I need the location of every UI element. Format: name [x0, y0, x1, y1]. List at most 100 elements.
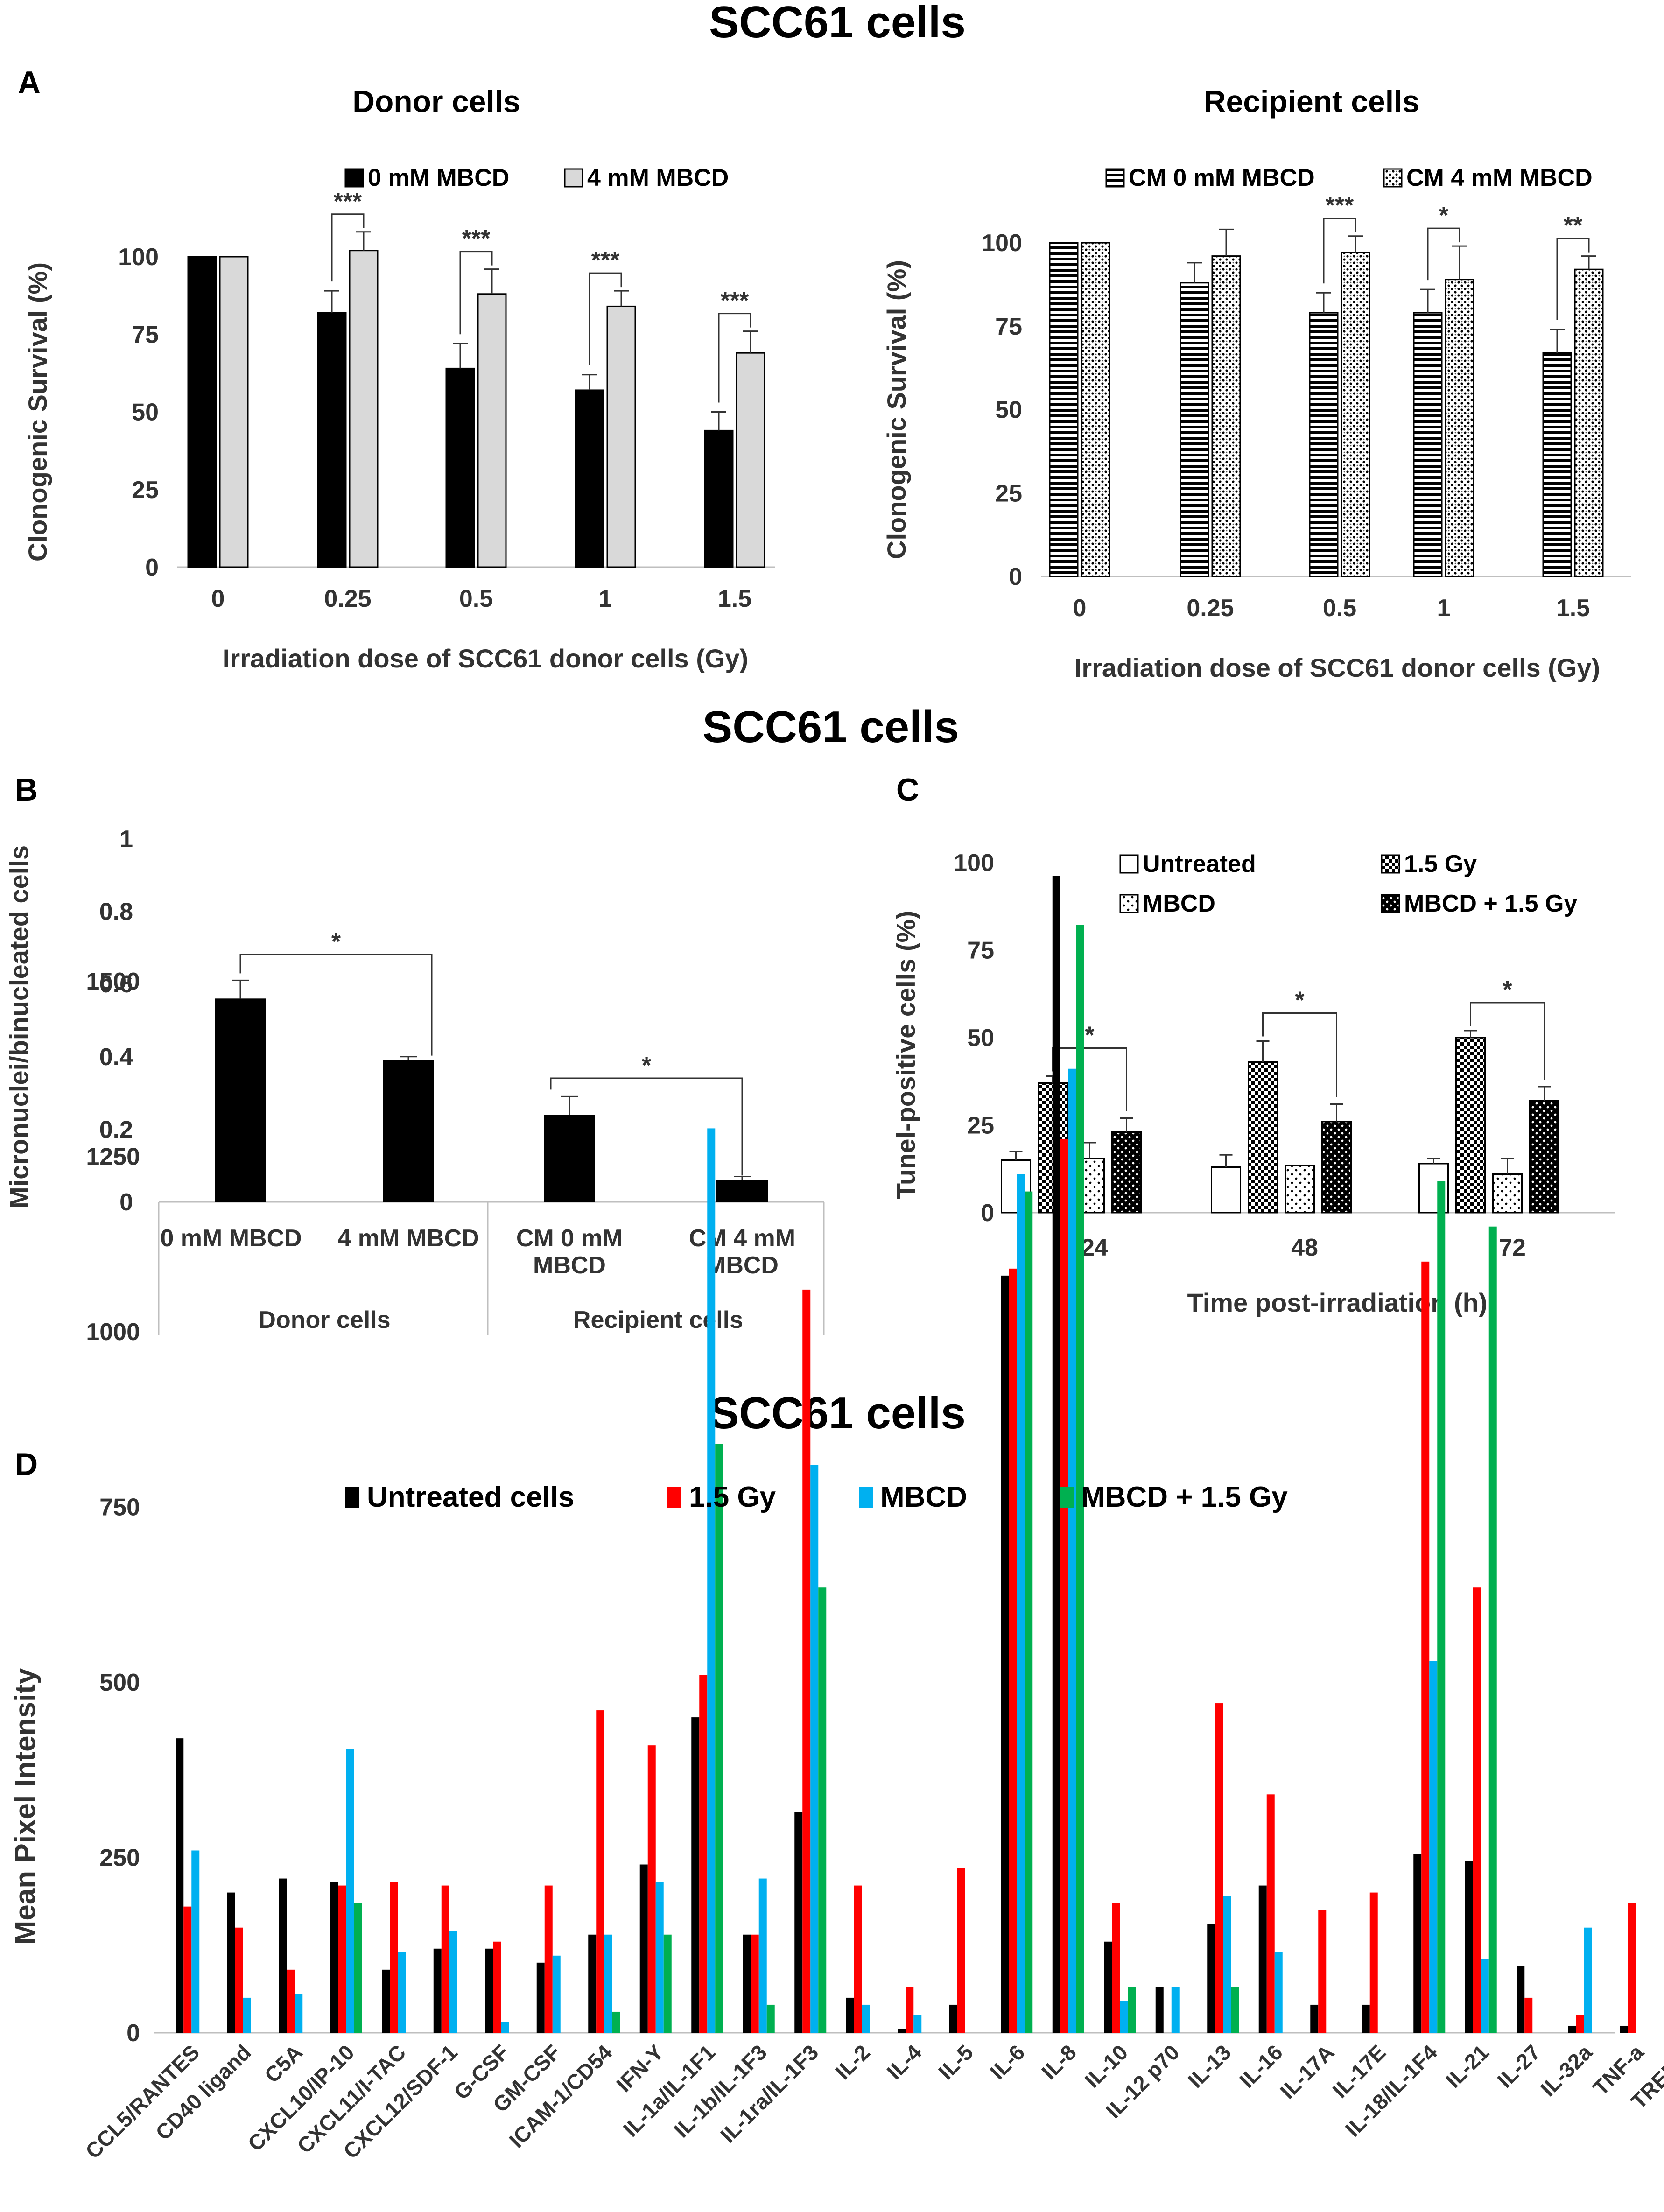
- D-ytick: 1500: [86, 968, 140, 995]
- D-bar-1: [235, 1927, 243, 2033]
- A_donor-error-bar: [711, 411, 726, 431]
- D-bar-0: [1413, 1854, 1422, 2033]
- D-ytick: 250: [99, 1845, 140, 1872]
- D-xtick: IL-8: [1037, 2040, 1081, 2084]
- D-legend-label: MBCD: [880, 1481, 967, 1513]
- D-bar-2: [1171, 1987, 1180, 2033]
- D-xtick: IL-2: [830, 2040, 875, 2084]
- A_recipient-y-label: Clonogenic Survival (%): [882, 260, 911, 559]
- A_donor-ytick: 100: [118, 244, 159, 271]
- A_donor-error-bar: [582, 374, 597, 390]
- A_recipient-significance-label: ***: [1326, 192, 1354, 219]
- D-bar-2: [1017, 1174, 1025, 2033]
- C-bar: [1248, 1061, 1278, 1214]
- D-bar-0: [227, 1892, 235, 2033]
- A_recipient-bar: [1049, 242, 1079, 577]
- A_recipient-bar: [1309, 312, 1339, 577]
- C-error-bar: [1219, 1154, 1233, 1167]
- A_recipient-xtick: 0.25: [1187, 595, 1234, 622]
- D-bar-2: [1120, 2001, 1128, 2033]
- D-bar-1: [1473, 1587, 1481, 2033]
- B-xtick: 4 mM MBCD: [337, 1225, 479, 1252]
- D-bar-1: [1009, 1268, 1017, 2033]
- C-legend-label: 1.5 Gy: [1404, 850, 1477, 878]
- A_recipient-significance-label: **: [1564, 212, 1583, 239]
- A_donor-ytick: 0: [145, 554, 159, 581]
- A_donor-bar: [349, 250, 379, 568]
- B-error-bar: [232, 979, 249, 999]
- D-bar-1: [854, 1885, 862, 2033]
- D-xtick: IL-5: [934, 2040, 978, 2084]
- D-bar-2: [758, 1878, 767, 2033]
- C-error-bar: [1083, 1142, 1096, 1159]
- A_recipient-bar: [1081, 242, 1110, 577]
- A_recipient-legend-label: CM 0 mM MBCD: [1129, 164, 1315, 191]
- D-bar-2: [346, 1749, 354, 2033]
- D-legend-swatch: [859, 1487, 873, 1508]
- B-group-label: Recipient cells: [573, 1306, 743, 1334]
- D-y-label: Mean Pixel Intensity: [9, 1668, 42, 1945]
- A_donor-ytick: 25: [132, 477, 159, 504]
- D-ytick: 0: [126, 2020, 140, 2047]
- B-xtick: CM 0 mM: [516, 1225, 623, 1252]
- D-bar-1: [596, 1710, 604, 2033]
- D-bar-0: [691, 1717, 700, 2033]
- D-bar-0: [485, 1948, 493, 2033]
- D-bar-1: [1628, 1903, 1636, 2033]
- A_donor-legend-label: 4 mM MBCD: [587, 164, 729, 191]
- A_recipient-significance-label: *: [1439, 202, 1449, 229]
- D-bar-1: [390, 1882, 398, 2033]
- D-bar-2: [655, 1882, 664, 2033]
- D-bar-0: [1258, 1885, 1267, 2033]
- A_recipient-legend-swatch: [1105, 168, 1125, 188]
- A_recipient-error-bar: [1550, 329, 1565, 353]
- C-error-bar: [1464, 1030, 1477, 1038]
- A_donor-error-bar: [324, 290, 339, 313]
- D-bar-0: [1310, 2004, 1319, 2033]
- D-ytick: 1250: [86, 1144, 140, 1171]
- A_donor-bar: [736, 352, 765, 568]
- D-ytick: 500: [99, 1669, 140, 1696]
- D-bar-0: [949, 2004, 957, 2033]
- A_recipient-bar: [1211, 255, 1241, 577]
- D-bar-1: [1421, 1261, 1430, 2033]
- C-legend-label: Untreated: [1143, 850, 1256, 878]
- A_donor-error-bar: [614, 290, 629, 307]
- C-ytick: 100: [954, 850, 994, 877]
- A_donor-significance-label: ***: [591, 247, 620, 274]
- C-xtick: 24: [1081, 1234, 1108, 1261]
- A_recipient-significance-bracket: [1556, 238, 1590, 320]
- D-bar-0: [1568, 2025, 1576, 2033]
- D-bar-3: [612, 2011, 620, 2033]
- D-bar-1: [1369, 1892, 1378, 2033]
- B-ytick: 1: [119, 826, 133, 853]
- A_recipient-error-bar: [1581, 255, 1596, 270]
- D-bar-1: [183, 1906, 192, 2033]
- D-bar-0: [1620, 2025, 1628, 2033]
- D-xtick: IL-21: [1441, 2040, 1494, 2093]
- D-bar-2: [295, 1994, 303, 2033]
- D-bar-0: [279, 1878, 287, 2033]
- D-legend-swatch: [667, 1487, 681, 1508]
- D-bar-0: [176, 1738, 184, 2033]
- B-group-label: Donor cells: [258, 1306, 390, 1334]
- A_donor-y-label: Clonogenic Survival (%): [23, 262, 52, 562]
- D-bar-1: [1266, 1794, 1275, 2033]
- D-bar-2: [1223, 1896, 1231, 2033]
- D-bar-0: [1465, 1861, 1473, 2033]
- D-bar-0: [433, 1948, 442, 2033]
- B-xtick: CM 4 mM: [689, 1225, 795, 1252]
- C-xtick: 48: [1291, 1234, 1318, 1261]
- D-bar-0: [1517, 1966, 1525, 2033]
- C-error-bar: [1330, 1103, 1343, 1122]
- D-bar-0: [1155, 1987, 1164, 2033]
- A_recipient-bar: [1413, 312, 1443, 577]
- C-significance-label: *: [1295, 987, 1305, 1014]
- D-bar-0: [1052, 876, 1060, 2033]
- D-ytick: 1000: [86, 1319, 140, 1346]
- D-bar-1: [1215, 1703, 1223, 2033]
- B-bar: [716, 1180, 768, 1202]
- D-bar-0: [1104, 1941, 1112, 2033]
- D-bar-2: [707, 1128, 716, 2033]
